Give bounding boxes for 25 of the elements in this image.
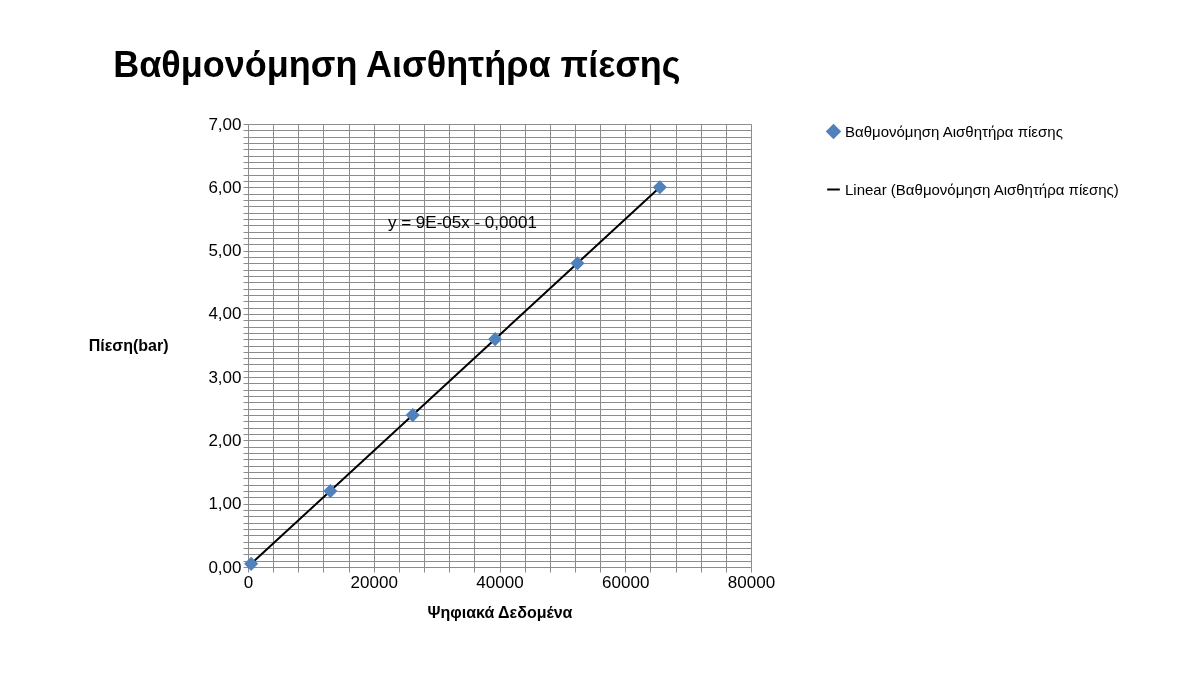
y-tick-label: 0,00 bbox=[208, 557, 242, 577]
x-tick-label: 0 bbox=[243, 572, 254, 592]
point bbox=[405, 408, 420, 423]
y-axis-title: Πίεση(bar) bbox=[88, 337, 169, 354]
y-tick-label: 7,00 bbox=[208, 114, 242, 134]
y-tick-label: 6,00 bbox=[208, 177, 242, 197]
x-tick-label: 80000 bbox=[727, 572, 776, 592]
legend-label: Linear (Βαθμονόμηση Αισθητήρα πίεσης) bbox=[845, 180, 1119, 198]
y-tick-label: 3,00 bbox=[208, 367, 242, 387]
y-tick-label: 1,00 bbox=[208, 494, 242, 514]
x-tick-label: 20000 bbox=[350, 572, 398, 592]
point bbox=[244, 556, 259, 571]
point bbox=[488, 332, 503, 347]
y-tick-label: 2,00 bbox=[208, 430, 242, 450]
x-axis-title: Ψηφιακά Δεδομένα bbox=[427, 603, 573, 621]
chart-title: Βαθμονόμηση Αισθητήρα πίεσης bbox=[113, 44, 681, 85]
x-tick-label: 40000 bbox=[476, 572, 524, 592]
annotation: y = 9E-05x - 0,0001 bbox=[388, 213, 537, 232]
x-tick-label: 60000 bbox=[602, 572, 650, 592]
point bbox=[323, 483, 338, 499]
point bbox=[652, 180, 667, 195]
y-tick-label: 4,00 bbox=[208, 304, 242, 324]
point bbox=[570, 256, 585, 271]
legend-label: Βαθμονόμηση Αισθητήρα πίεσης bbox=[845, 122, 1063, 140]
y-tick-label: 5,00 bbox=[208, 241, 242, 261]
